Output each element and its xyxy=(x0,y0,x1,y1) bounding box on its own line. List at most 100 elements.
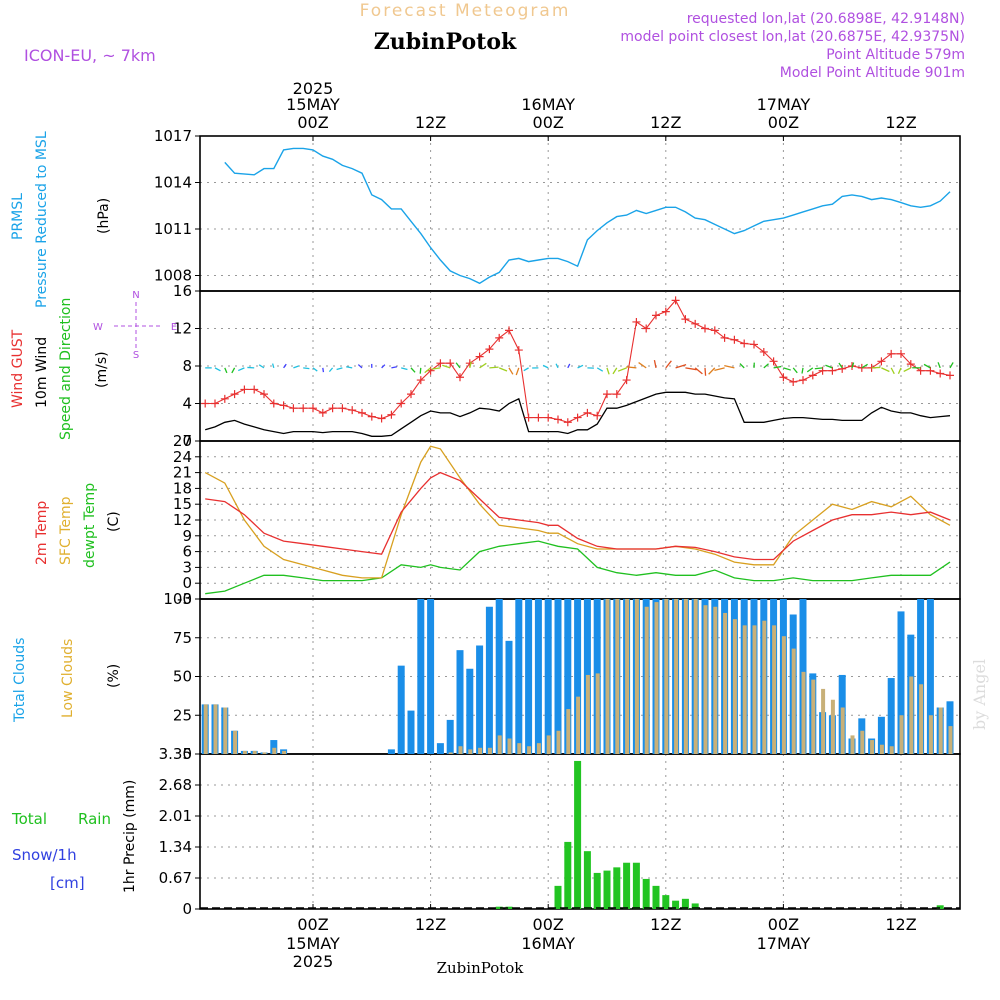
wind-dir-label: Speed and Direction xyxy=(58,298,74,440)
gust-marker xyxy=(671,296,680,305)
low-cloud-bar xyxy=(527,746,532,754)
y-tick-label: 0 xyxy=(182,574,192,592)
pressure-label-prmsl: PRMSL xyxy=(10,193,26,240)
wind-direction-arrow xyxy=(391,366,398,369)
panel-0: 1008 1011 1014 1017 xyxy=(154,127,961,292)
panel-1: 0 4 8 12 16 xyxy=(173,282,961,450)
gust-marker xyxy=(309,404,317,413)
wind-direction-arrow xyxy=(231,367,236,374)
watermark: by Angel xyxy=(970,659,989,730)
gust-marker xyxy=(328,404,337,413)
low-cloud-bar xyxy=(840,707,845,754)
wind-direction-arrow xyxy=(381,364,386,369)
gust-marker xyxy=(318,408,327,417)
low-cloud-bar xyxy=(909,676,914,754)
precip-bar xyxy=(574,760,582,909)
gust-marker xyxy=(926,366,935,375)
gust-marker xyxy=(338,404,347,413)
temp-2m-label: 2m Temp xyxy=(34,501,50,565)
gust-marker xyxy=(710,326,719,335)
gust-marker xyxy=(612,390,621,399)
low-cloud-bar xyxy=(693,599,698,754)
wind-direction-arrow xyxy=(694,367,703,375)
wind-direction-arrow xyxy=(224,367,228,374)
gust-marker xyxy=(495,333,504,342)
low-cloud-bar xyxy=(487,747,492,754)
bottom-hour-label: 00Z xyxy=(768,915,799,934)
wind-direction-arrow xyxy=(346,366,353,369)
wind-direction-arrow xyxy=(890,367,895,375)
total-cloud-bar xyxy=(397,665,405,754)
total-cloud-bar xyxy=(564,599,572,754)
wind-direction-arrow xyxy=(293,365,300,369)
wind-direction-arrow xyxy=(685,367,697,371)
low-cloud-bar xyxy=(772,625,777,754)
wind-direction-arrow xyxy=(714,367,725,371)
low-cloud-bar xyxy=(282,750,287,754)
gust-marker xyxy=(652,311,660,320)
low-cloud-bar xyxy=(762,620,767,754)
wind-direction-arrow xyxy=(555,363,559,369)
low-cloud-bar xyxy=(634,599,639,754)
gust-marker xyxy=(946,371,954,380)
wind-direction-arrow xyxy=(838,362,843,369)
gust-marker xyxy=(622,376,631,385)
compass-n: N xyxy=(132,290,139,301)
wind-direction-arrow xyxy=(577,364,584,369)
gust-marker xyxy=(436,359,445,368)
low-cloud-bar xyxy=(507,738,512,754)
gust-marker xyxy=(446,359,455,368)
gust-marker xyxy=(377,414,386,423)
precip-bar xyxy=(505,906,513,909)
low-cloud-bar xyxy=(497,735,502,754)
wind-direction-arrow xyxy=(801,367,804,374)
low-cloud-bar xyxy=(713,606,718,754)
wind-direction-arrow xyxy=(814,367,823,370)
gust-marker xyxy=(260,390,268,399)
low-cloud-bar xyxy=(478,747,483,754)
y-tick-label: 1008 xyxy=(154,267,192,285)
low-cloud-bar xyxy=(213,704,218,754)
low-cloud-bar xyxy=(252,750,257,754)
top-date-label: 16MAY xyxy=(521,95,575,114)
low-cloud-bar xyxy=(703,605,708,754)
wind-direction-arrow xyxy=(923,363,931,369)
bottom-hour-label: 00Z xyxy=(297,915,328,934)
gust-marker xyxy=(240,385,249,394)
low-cloud-bar xyxy=(732,619,737,754)
wind-10m-label: 10m Wind xyxy=(34,337,50,408)
wind-direction-arrow xyxy=(903,367,912,373)
temp-unit: (C) xyxy=(106,511,122,532)
low-cloud-bar xyxy=(752,625,757,754)
gust-marker xyxy=(642,324,651,333)
precip-bar xyxy=(554,885,562,909)
y-tick-label: 50 xyxy=(173,668,192,686)
wind-direction-arrow xyxy=(704,367,707,376)
low-cloud-bar xyxy=(879,744,884,754)
gust-marker xyxy=(348,406,357,415)
total-cloud-bar xyxy=(476,645,484,754)
total-cloud-bar xyxy=(387,749,395,754)
bottom-date-label: 15MAY xyxy=(286,934,340,953)
y-tick-label: 4 xyxy=(182,395,192,413)
closest-coords: model point closest lon,lat (20.6875E, 4… xyxy=(620,29,965,45)
y-tick-label: 15 xyxy=(173,495,192,513)
gust-marker xyxy=(524,413,533,422)
total-cloud-bar xyxy=(544,599,552,754)
gust-marker xyxy=(828,366,837,375)
top-date-label: 17MAY xyxy=(757,95,811,114)
low-cloud-bar xyxy=(811,679,816,754)
wind-direction-arrow xyxy=(283,363,287,369)
wind-direction-arrow xyxy=(861,363,868,369)
wind-direction-arrow xyxy=(783,367,791,371)
y-tick-label: 12 xyxy=(173,511,192,529)
clouds-unit: (%) xyxy=(106,664,122,688)
precip-bar xyxy=(681,898,689,909)
total-cloud-bar xyxy=(515,599,523,754)
wind-direction-arrow xyxy=(739,363,745,369)
y-tick-label: 9 xyxy=(182,527,192,545)
wind-direction-arrow xyxy=(937,362,941,369)
low-cloud-bar xyxy=(830,699,835,754)
gust-marker xyxy=(681,315,690,324)
bottom-hour-label: 12Z xyxy=(650,915,681,934)
